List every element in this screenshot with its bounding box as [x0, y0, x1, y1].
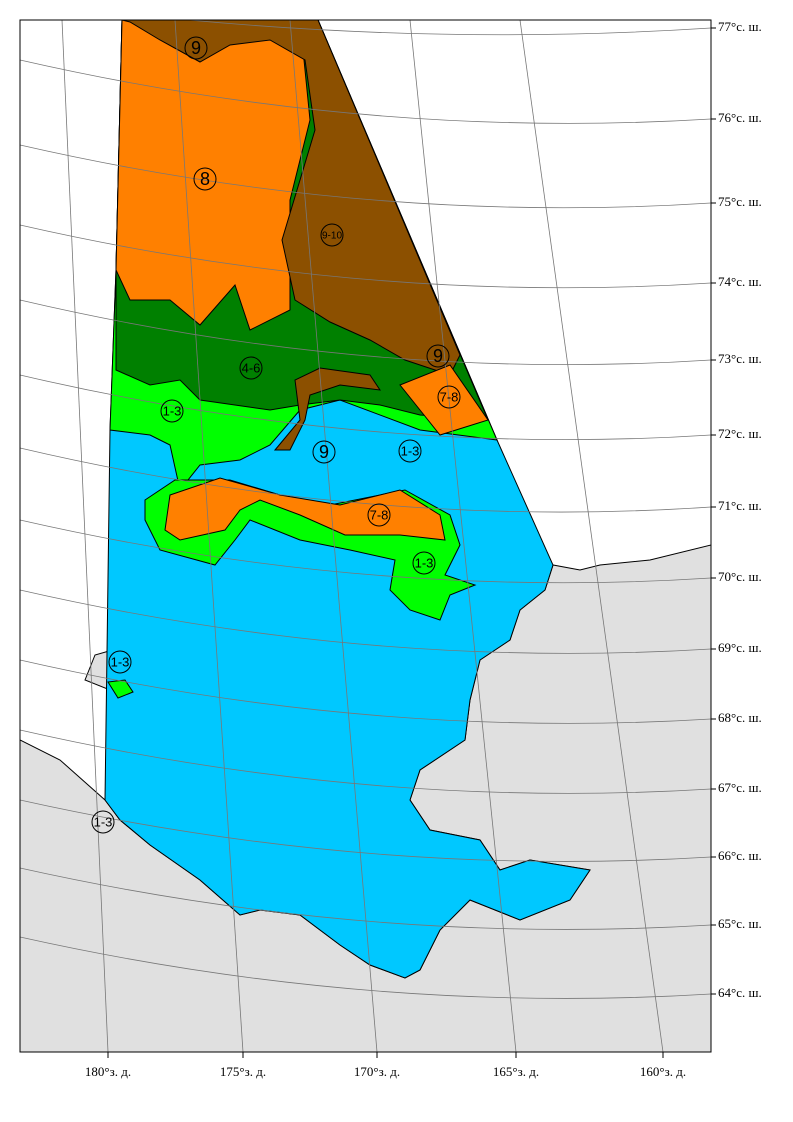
map-body: 9 8 9-10 9 4-6 7-8 1-3 9 1-3 7-8 1-3 1-3… — [20, 20, 711, 1052]
zone-label: 1-3 — [401, 443, 420, 458]
latitude-label: 71°с. ш. — [718, 498, 762, 513]
latitude-label: 70°с. ш. — [718, 569, 762, 584]
longitude-labels: 180°з. д. 175°з. д. 170°з. д. 165°з. д. 160°… — [85, 1052, 686, 1079]
zone-label: 4-6 — [242, 360, 261, 375]
ice-zone-orange — [399, 364, 489, 436]
zone-label: 9 — [191, 38, 201, 58]
longitude-label: 170°з. д. — [354, 1064, 400, 1079]
zone-labels: 9 8 9-10 9 4-6 7-8 1-3 9 1-3 7-8 1-3 1-3… — [94, 38, 459, 830]
latitude-label: 75°с. ш. — [718, 194, 762, 209]
latitude-label: 72°с. ш. — [718, 426, 762, 441]
latitude-label: 66°с. ш. — [718, 848, 762, 863]
latitude-label: 73°с. ш. — [718, 351, 762, 366]
zone-circles — [91, 36, 461, 834]
frame — [19, 19, 712, 1053]
zone-label: 1-3 — [415, 555, 434, 570]
zone-label: 9 — [319, 442, 329, 462]
zone-label: 9-10 — [322, 231, 342, 242]
longitude-label: 175°з. д. — [220, 1064, 266, 1079]
ice-zone-brown — [273, 367, 382, 451]
latitude-label: 74°с. ш. — [718, 274, 762, 289]
zone-label: 1-3 — [111, 654, 130, 669]
latitude-label: 64°с. ш. — [718, 985, 762, 1000]
zone-label: 9 — [433, 346, 443, 366]
latitude-label: 67°с. ш. — [718, 780, 762, 795]
latitude-label: 68°с. ш. — [718, 710, 762, 725]
zone-label: 8 — [200, 169, 210, 189]
latitude-label: 77°с. ш. — [718, 19, 762, 34]
longitude-label: 160°з. д. — [640, 1064, 686, 1079]
latitude-labels: 77°с. ш. 76°с. ш. 75°с. ш. 74°с. ш. 73°с. ш.… — [711, 19, 762, 1000]
latitude-label: 76°с. ш. — [718, 110, 762, 125]
zone-label: 1-3 — [94, 814, 113, 829]
latitude-label: 65°с. ш. — [718, 916, 762, 931]
longitude-label: 180°з. д. — [85, 1064, 131, 1079]
longitude-label: 165°з. д. — [493, 1064, 539, 1079]
zone-label: 7-8 — [440, 389, 459, 404]
ice-zone-orange — [115, 20, 311, 331]
ice-zone-orange — [164, 477, 446, 541]
zone-label: 7-8 — [370, 507, 389, 522]
latitude-label: 69°с. ш. — [718, 640, 762, 655]
zone-label: 1-3 — [163, 403, 182, 418]
graticule — [20, 20, 711, 1052]
